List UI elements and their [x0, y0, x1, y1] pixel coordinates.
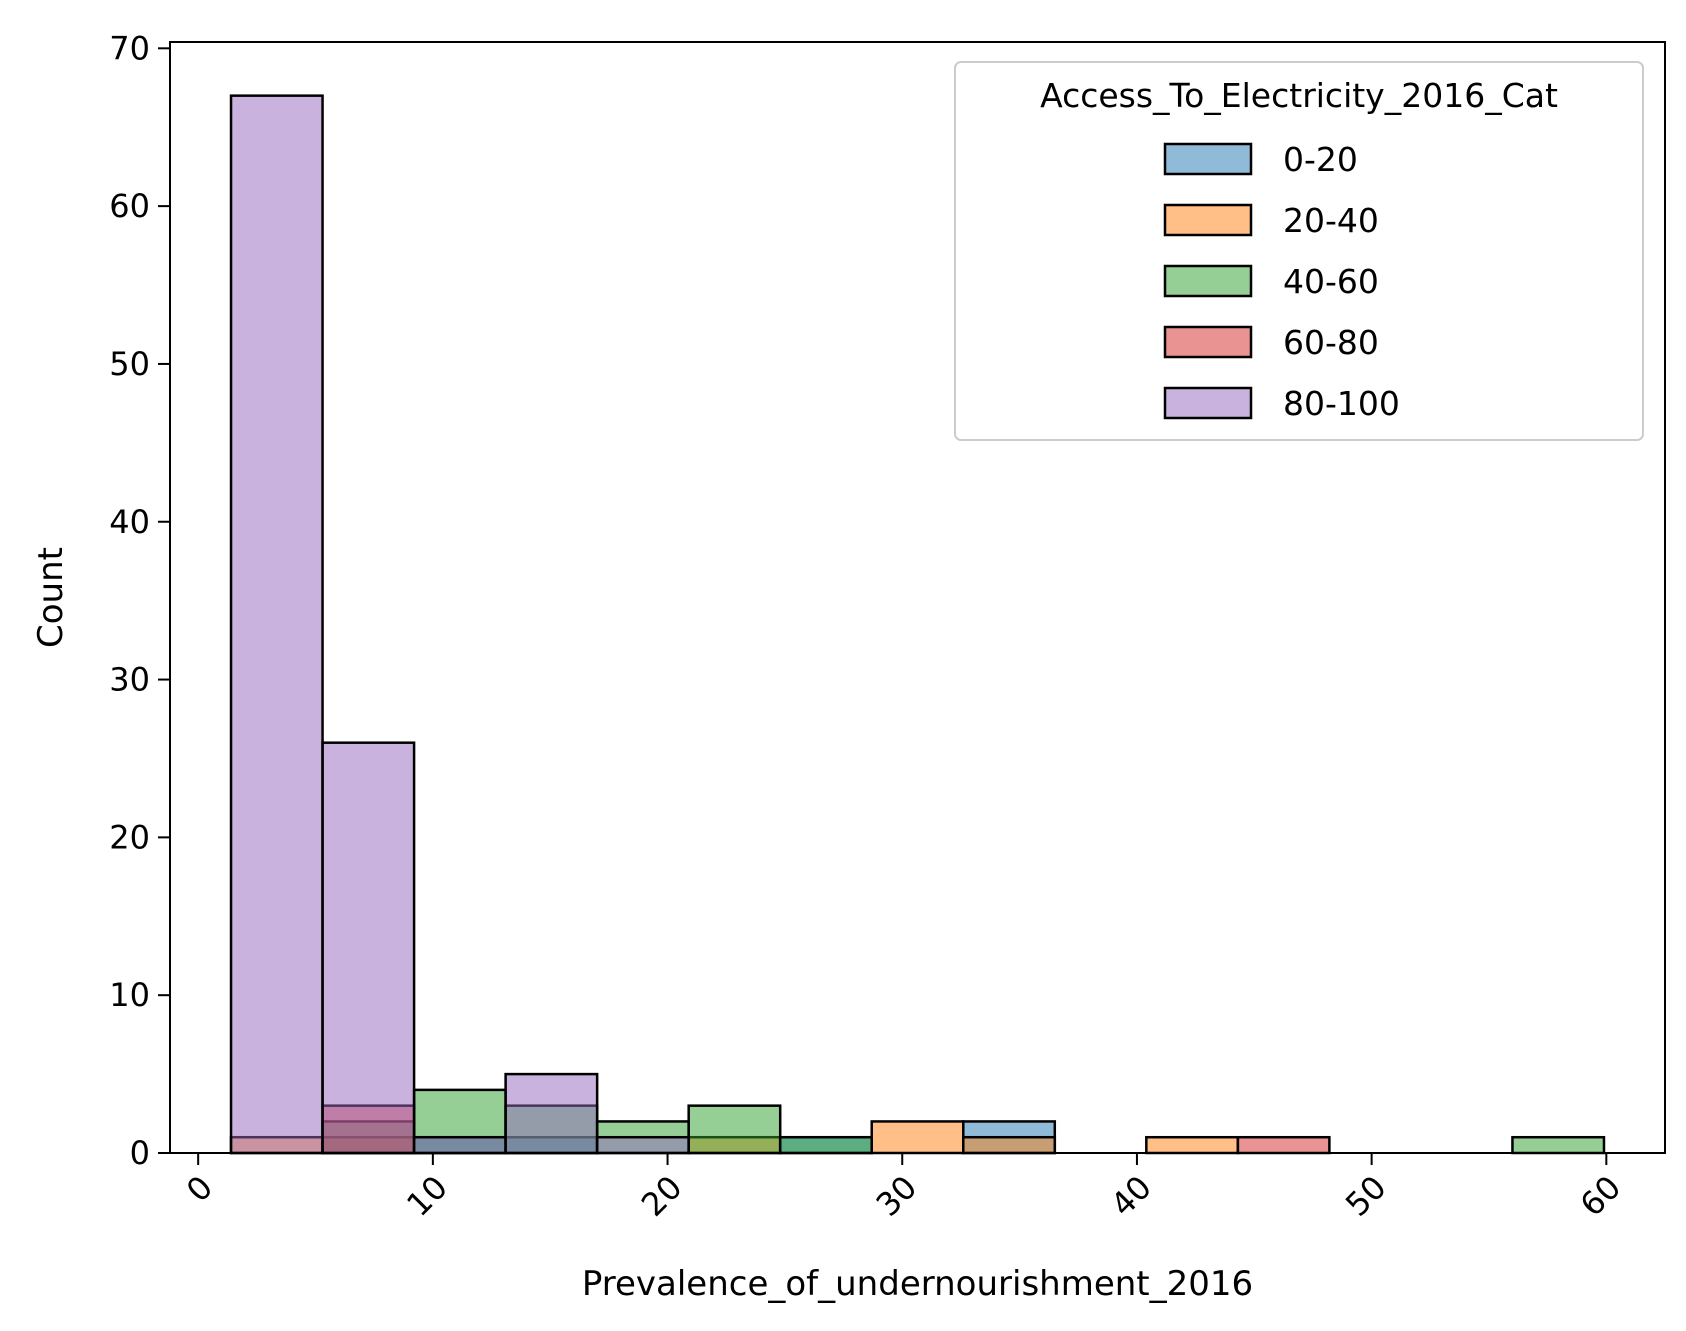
plot-frame: [169, 41, 1666, 1154]
y-tick-label-0: 0: [130, 1134, 150, 1172]
bar-20-40-bin-7: [870, 1120, 965, 1155]
legend-swatch-80-100: [1163, 386, 1253, 420]
bar-80-100-bin-4: [595, 1135, 690, 1155]
y-tick-label-60: 60: [109, 187, 150, 225]
bar-40-60-bin-6: [778, 1135, 873, 1155]
legend-items: 0-20 20-40 40-60 60-80 80-100: [1163, 140, 1400, 423]
legend-swatch-0-20: [1163, 142, 1253, 176]
legend-swatch-40-60: [1163, 264, 1253, 298]
y-axis: 0 10 20 30 40 50 60 70: [109, 29, 170, 1172]
legend-swatch-20-40: [1163, 203, 1253, 237]
y-tick-label-50: 50: [109, 345, 150, 383]
y-axis-label: Count: [31, 547, 71, 648]
bar-20-40-bin-8: [962, 1135, 1057, 1155]
bar-60-80-bin-11: [1236, 1135, 1331, 1155]
legend-item-20-40: 20-40: [1163, 201, 1379, 240]
bar-80-100-bin-1: [321, 741, 416, 1155]
y-tick-label-10: 10: [109, 976, 150, 1014]
legend-item-40-60: 40-60: [1163, 262, 1379, 301]
y-tick-label-20: 20: [109, 818, 150, 856]
x-axis-label: Prevalence_of_undernourishment_2016: [582, 1264, 1253, 1304]
bar-80-100-bin-0: [229, 94, 324, 1155]
bar-40-60-bin-14: [1511, 1135, 1606, 1155]
bars-layer: [229, 94, 1606, 1155]
legend-item-80-100: 80-100: [1163, 384, 1400, 423]
legend-item-60-80: 60-80: [1163, 323, 1379, 362]
legend-label-60-80: 60-80: [1283, 323, 1379, 362]
bar-80-100-bin-2: [412, 1135, 507, 1155]
legend-title: Access_To_Electricity_2016_Cat: [1040, 76, 1558, 115]
series-80-100: [229, 94, 690, 1155]
legend-item-0-20: 0-20: [1163, 140, 1358, 179]
y-tick-label-40: 40: [109, 503, 150, 541]
legend-swatch-60-80: [1163, 325, 1253, 359]
y-tick-label-30: 30: [109, 661, 150, 699]
legend-box: [954, 61, 1644, 441]
bar-20-40-bin-10: [1145, 1135, 1240, 1155]
legend-label-20-40: 20-40: [1283, 201, 1379, 240]
bar-80-100-bin-3: [504, 1072, 599, 1155]
legend-label-0-20: 0-20: [1283, 140, 1358, 179]
y-tick-label-70: 70: [109, 29, 150, 67]
legend-label-80-100: 80-100: [1283, 384, 1400, 423]
bar-40-60-bin-5: [687, 1104, 782, 1155]
legend-label-40-60: 40-60: [1283, 262, 1379, 301]
legend: Access_To_Electricity_2016_Cat 0-20 20-40…: [954, 61, 1644, 441]
